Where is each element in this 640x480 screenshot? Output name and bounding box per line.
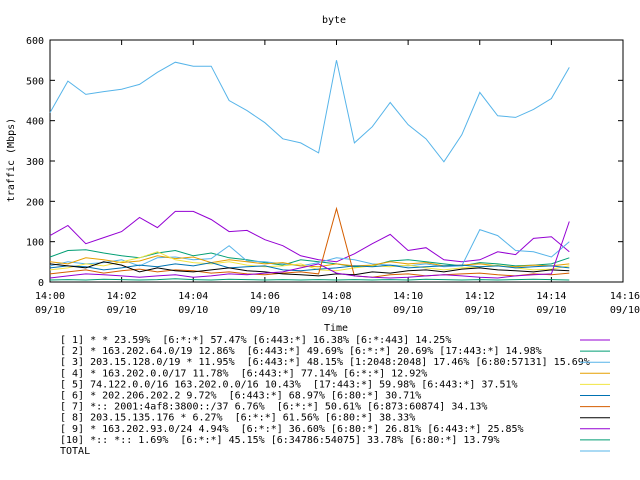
x-tick-time: 14:02 bbox=[107, 291, 137, 302]
series-line-7 bbox=[49, 206, 570, 278]
y-axis-label: traffic (Mbps) bbox=[6, 118, 17, 202]
x-tick-time: 14:10 bbox=[393, 291, 423, 302]
y-tick-label: 100 bbox=[26, 238, 44, 249]
series-line-9 bbox=[49, 221, 570, 279]
x-tick-time: 14:00 bbox=[35, 291, 65, 302]
series-line-1 bbox=[49, 210, 570, 263]
x-tick-date: 09/10 bbox=[35, 305, 65, 316]
legend-entry-8: [ 8] 203.15.135.176 * 6.27% [6:*:*] 61.5… bbox=[60, 413, 415, 424]
legend-entry-7: [ 7] *:: 2001:4af8:3800::/37 6.76% [6:*:… bbox=[60, 402, 487, 413]
y-tick-label: 0 bbox=[38, 278, 44, 289]
legend: [ 1] * * 23.59% [6:*:*] 57.47% [6:443:*]… bbox=[60, 335, 610, 457]
legend-entry-4: [ 4] * 163.202.0.0/17 11.78% [6:443:*] 7… bbox=[60, 368, 427, 379]
series-line-10 bbox=[49, 278, 570, 281]
x-tick-time: 14:12 bbox=[465, 291, 495, 302]
x-tick-date: 09/10 bbox=[393, 305, 423, 316]
x-tick-date: 09/10 bbox=[178, 305, 208, 316]
x-tick-date: 09/10 bbox=[250, 305, 280, 316]
y-tick-label: 400 bbox=[26, 117, 44, 128]
x-tick-time: 14:16 bbox=[610, 291, 640, 302]
legend-entry-11: TOTAL bbox=[60, 446, 90, 457]
series-line-3 bbox=[49, 228, 570, 268]
y-tick-label: 500 bbox=[26, 76, 44, 87]
series-lines bbox=[49, 60, 570, 281]
legend-entry-2: [ 2] * 163.202.64.0/19 12.86% [6:443:*] … bbox=[60, 346, 542, 357]
y-tick-label: 300 bbox=[26, 157, 44, 168]
legend-entry-10: [10] *:: *:: 1.69% [6:*:*] 45.15% [6:347… bbox=[60, 435, 500, 446]
x-tick-date: 09/10 bbox=[536, 305, 566, 316]
x-tick-time: 14:06 bbox=[250, 291, 280, 302]
x-tick-time: 14:14 bbox=[536, 291, 566, 302]
y-tick-label: 600 bbox=[26, 36, 44, 47]
legend-entry-9: [ 9] * 163.202.93.0/24 4.94% [6:*:*] 36.… bbox=[60, 424, 524, 435]
x-tick-date: 09/10 bbox=[610, 305, 640, 316]
series-line-11 bbox=[49, 60, 570, 163]
series-line-2 bbox=[49, 249, 570, 268]
x-tick-date: 09/10 bbox=[321, 305, 351, 316]
x-axis-label: Time bbox=[324, 323, 348, 334]
series-line-8 bbox=[49, 261, 570, 277]
plot-frame bbox=[49, 39, 624, 283]
chart-title: byte bbox=[322, 15, 346, 26]
legend-entry-3: [ 3] 203.15.128.0/19 * 11.95% [6:443:*] … bbox=[60, 357, 590, 368]
x-tick-date: 09/10 bbox=[107, 305, 137, 316]
x-tick-time: 14:08 bbox=[321, 291, 351, 302]
y-tick-label: 200 bbox=[26, 197, 44, 208]
legend-entry-6: [ 6] * 202.206.202.2 9.72% [6:443:*] 68.… bbox=[60, 391, 421, 402]
x-ticks: 14:00 09/10 14:02 09/10 14:04 09/10 14:06 09/10… bbox=[35, 40, 640, 316]
legend-entry-1: [ 1] * * 23.59% [6:*:*] 57.47% [6:443:*]… bbox=[60, 335, 451, 346]
y-ticks: 0 100 200 300 400 500 600 bbox=[26, 36, 623, 289]
x-tick-date: 09/10 bbox=[465, 305, 495, 316]
legend-entry-5: [ 5] 74.122.0.0/16 163.202.0.0/16 10.43%… bbox=[60, 379, 518, 390]
series-line-6 bbox=[49, 262, 570, 272]
x-tick-time: 14:04 bbox=[178, 291, 208, 302]
